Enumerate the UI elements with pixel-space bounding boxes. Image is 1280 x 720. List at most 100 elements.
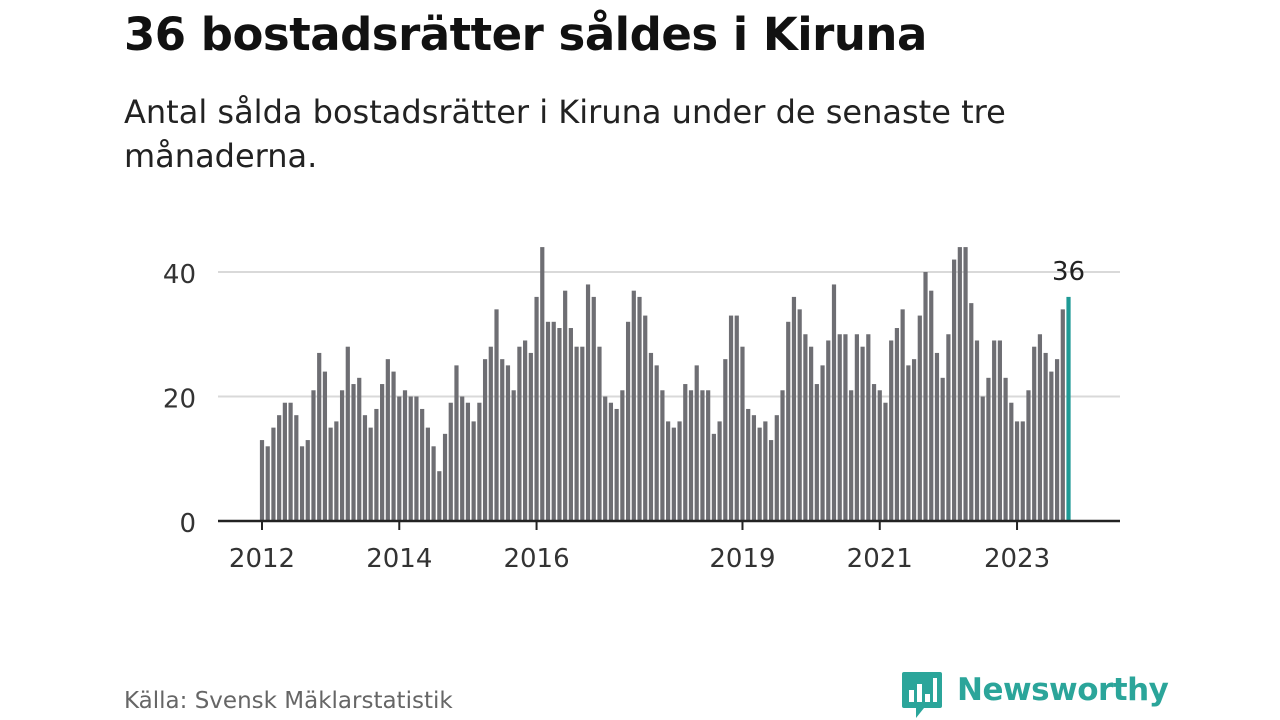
- bar: [677, 421, 682, 521]
- bar: [357, 377, 362, 521]
- bar: [545, 321, 551, 521]
- bar: [477, 402, 482, 521]
- newsworthy-logo-text: Newsworthy: [957, 672, 1169, 708]
- bar: [814, 384, 819, 521]
- source-note: Källa: Svensk Mäklarstatistik: [124, 688, 453, 714]
- bar: [997, 340, 1002, 521]
- bar: [648, 352, 654, 521]
- bar: [482, 359, 488, 521]
- bar: [734, 315, 739, 521]
- x-tick-label: 2014: [366, 544, 432, 574]
- bar: [454, 365, 459, 521]
- highlight-value-label: 36: [1052, 257, 1085, 287]
- bar: [339, 390, 345, 521]
- bar: [849, 390, 854, 521]
- bar: [671, 427, 676, 521]
- bar: [843, 334, 848, 521]
- bar: [442, 433, 448, 521]
- bar: [408, 396, 413, 521]
- bar: [328, 427, 333, 521]
- bar: [431, 446, 436, 521]
- bar: [751, 415, 757, 521]
- x-tick-label: 2019: [709, 544, 775, 574]
- bar: [768, 440, 774, 521]
- x-tick-label: 2023: [984, 544, 1050, 574]
- bar: [654, 365, 659, 521]
- bar: [940, 377, 945, 521]
- bar: [1060, 309, 1065, 521]
- bar: [774, 415, 779, 521]
- bar: [494, 309, 499, 521]
- bar: [259, 440, 265, 521]
- bar: [780, 390, 785, 521]
- bar: [934, 352, 940, 521]
- bar: [683, 384, 688, 521]
- bar: [809, 346, 814, 521]
- bar: [265, 446, 270, 521]
- bar: [271, 427, 276, 521]
- labels: 0 20 40 2012 2014 2016 2019 2021 2023 36: [163, 257, 1085, 574]
- bar: [568, 328, 573, 521]
- bar: [1032, 346, 1037, 521]
- bar: [717, 421, 722, 521]
- bar: [740, 346, 745, 521]
- bar: [448, 402, 453, 521]
- bar: [534, 296, 539, 521]
- bar: [420, 408, 425, 521]
- bar: [1054, 359, 1060, 521]
- bar: [351, 384, 356, 521]
- bar: [911, 359, 917, 521]
- bars: [259, 247, 1071, 521]
- bar: [505, 365, 511, 521]
- bar: [688, 390, 694, 521]
- bar: [820, 365, 825, 521]
- bar: [894, 328, 900, 521]
- bar: [397, 396, 402, 521]
- bar: [883, 402, 888, 521]
- bar: [620, 390, 625, 521]
- bar: [603, 396, 608, 521]
- x-tick-label: 2016: [503, 544, 569, 574]
- bar: [728, 315, 734, 521]
- bar: [311, 390, 316, 521]
- bar: [591, 296, 596, 521]
- y-tick-label: 20: [163, 385, 196, 415]
- bar: [797, 309, 802, 521]
- bar: [597, 346, 602, 521]
- x-tick-label: 2021: [847, 544, 913, 574]
- bar: [385, 359, 390, 521]
- bar: [992, 340, 997, 521]
- bar: [500, 359, 505, 521]
- bar: [711, 433, 716, 521]
- bar: [557, 328, 562, 521]
- bar: [511, 390, 516, 521]
- bar: [368, 427, 373, 521]
- bar: [345, 346, 350, 521]
- bar: [986, 377, 991, 521]
- bar: [746, 408, 751, 521]
- bar: [660, 390, 665, 521]
- bar: [1049, 371, 1054, 521]
- y-tick-label: 0: [179, 509, 196, 539]
- bar: [580, 346, 585, 521]
- gridlines: [218, 271, 1120, 398]
- bar: [1026, 390, 1031, 521]
- bar: [414, 396, 419, 521]
- bar: [465, 402, 471, 521]
- bar: [488, 346, 493, 521]
- bar: [608, 402, 614, 521]
- bar: [1020, 421, 1025, 521]
- bar: [380, 384, 385, 521]
- bar: [523, 340, 528, 521]
- bar: [946, 334, 951, 521]
- bar: [980, 396, 985, 521]
- bar: [437, 471, 442, 521]
- bar: [1003, 377, 1008, 521]
- chart-title: 36 bostadsrätter såldes i Kiruna: [124, 8, 927, 61]
- bar: [374, 408, 379, 521]
- bar: [877, 390, 882, 521]
- bar: [837, 334, 842, 521]
- bar: [900, 309, 905, 521]
- bar: [614, 408, 619, 521]
- bar: [871, 384, 877, 521]
